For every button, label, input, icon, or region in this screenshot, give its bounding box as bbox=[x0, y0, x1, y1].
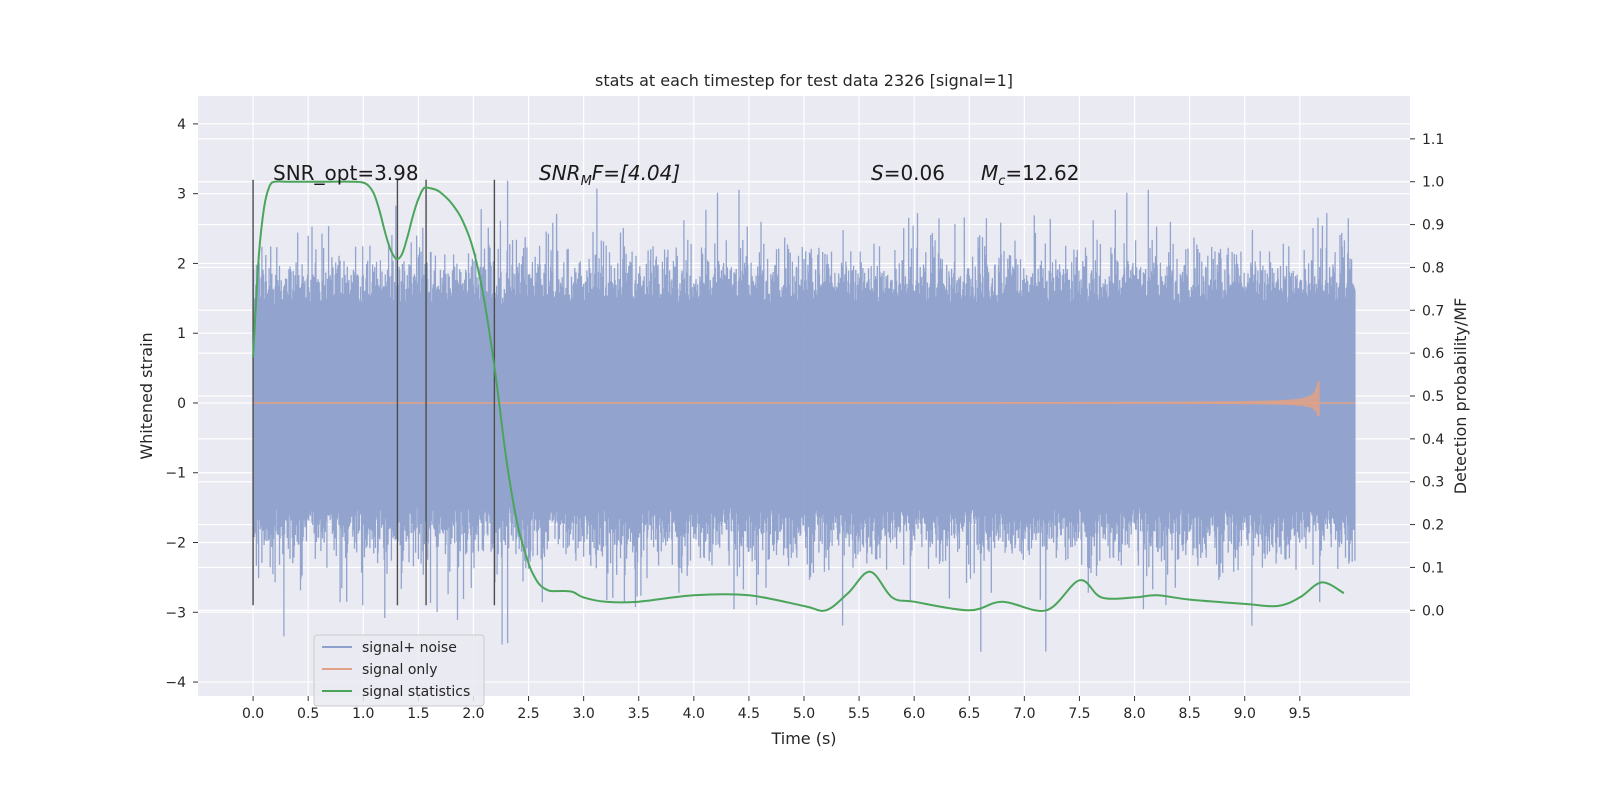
y-tick-label-left: 3 bbox=[177, 187, 186, 203]
x-tick-label: 3.5 bbox=[628, 706, 650, 722]
chart-title: stats at each timestep for test data 232… bbox=[595, 71, 1013, 90]
y-tick-label-right: 0.5 bbox=[1422, 389, 1444, 405]
x-tick-label: 6.0 bbox=[903, 706, 925, 722]
y-tick-label-left: −4 bbox=[165, 675, 186, 691]
annotation-snr-mf-rest: F=[4.04] bbox=[592, 161, 680, 185]
x-tick-label: 2.5 bbox=[517, 706, 539, 722]
y-tick-label-right: 0.0 bbox=[1422, 603, 1444, 619]
y-tick-label-right: 0.7 bbox=[1422, 303, 1444, 319]
x-tick-label: 2.0 bbox=[462, 706, 484, 722]
y-tick-label-left: 1 bbox=[177, 326, 186, 342]
annotation-snr-mf-sub: M bbox=[581, 174, 592, 189]
x-tick-label: 7.0 bbox=[1013, 706, 1035, 722]
legend-box bbox=[313, 634, 485, 707]
x-tick-label: 1.5 bbox=[407, 706, 429, 722]
x-tick-label: 1.0 bbox=[352, 706, 374, 722]
annotation-s-value: =0.06 bbox=[884, 161, 945, 185]
left-axis-ticks: 4 3 2 1 0 −1 −2 −3 −4 bbox=[165, 117, 198, 691]
x-tick-label: 4.0 bbox=[683, 706, 705, 722]
annotation-mc-label: M bbox=[981, 161, 998, 185]
annotation-s-label: S bbox=[871, 161, 884, 185]
annotation-mc: Mc=12.62 bbox=[981, 161, 1079, 189]
x-axis-ticks: 0.0 0.5 1.0 1.5 2.0 2.5 3.0 3.5 4.0 4.5 5.0 5.5 6.0 6… bbox=[242, 696, 1311, 722]
legend-stats-label: signal statistics bbox=[362, 684, 470, 700]
y-tick-label-left: 4 bbox=[177, 117, 186, 133]
annotation-mc-value: =12.62 bbox=[1005, 161, 1079, 185]
y-tick-label-right: 0.3 bbox=[1422, 475, 1444, 491]
vertical-markers bbox=[252, 179, 496, 606]
annotation-snr-mf: SNRMF=[4.04] bbox=[539, 161, 680, 189]
right-axis-ticks: 1.1 1.0 0.9 0.8 0.7 0.6 0.5 0.4 0.3 0.2 0.1 0.0 bbox=[1410, 132, 1444, 619]
legend-signal-label: signal only bbox=[362, 662, 437, 678]
y-tick-label-left: −2 bbox=[165, 536, 186, 552]
x-tick-label: 6.5 bbox=[958, 706, 980, 722]
y-tick-label-right: 0.6 bbox=[1422, 346, 1444, 362]
y-axis-label-right: Detection probability/MF bbox=[1451, 298, 1470, 495]
y-tick-label-right: 0.9 bbox=[1422, 218, 1444, 234]
x-tick-label: 8.0 bbox=[1123, 706, 1145, 722]
annotation-snr-opt: SNR_opt=3.98 bbox=[273, 161, 419, 185]
x-tick-label: 5.0 bbox=[793, 706, 815, 722]
y-tick-label-right: 0.4 bbox=[1422, 432, 1444, 448]
x-axis-label: Time (s) bbox=[770, 729, 836, 748]
signal-only-series bbox=[253, 348, 1355, 437]
x-tick-label: 3.0 bbox=[573, 706, 595, 722]
y-tick-label-right: 0.1 bbox=[1422, 560, 1444, 576]
x-tick-label: 8.5 bbox=[1179, 706, 1201, 722]
annotation-s: S=0.06 bbox=[871, 161, 945, 185]
x-tick-label: 5.5 bbox=[848, 706, 870, 722]
y-tick-label-right: 1.1 bbox=[1422, 132, 1444, 148]
y-tick-label-right: 0.2 bbox=[1422, 518, 1444, 534]
y-axis-label-left: Whitened strain bbox=[137, 332, 156, 459]
y-tick-label-left: −3 bbox=[165, 605, 186, 621]
legend-noise-label: signal+ noise bbox=[362, 640, 457, 656]
y-tick-label-left: 0 bbox=[177, 396, 186, 412]
x-tick-label: 9.5 bbox=[1289, 706, 1311, 722]
y-tick-label-left: 2 bbox=[177, 256, 186, 272]
x-tick-label: 7.5 bbox=[1068, 706, 1090, 722]
y-tick-label-right: 0.8 bbox=[1422, 260, 1444, 276]
x-tick-label: 0.0 bbox=[242, 706, 264, 722]
annotation-mc-sub: c bbox=[998, 174, 1005, 189]
y-tick-label-left: −1 bbox=[165, 466, 186, 482]
x-tick-label: 4.5 bbox=[738, 706, 760, 722]
y-tick-label-right: 1.0 bbox=[1422, 175, 1444, 191]
x-tick-label: 0.5 bbox=[297, 706, 319, 722]
signal-statistics-series bbox=[252, 180, 1345, 612]
annotation-snr-mf-base: SNR bbox=[539, 161, 581, 185]
x-tick-label: 9.0 bbox=[1234, 706, 1256, 722]
signal-statistics-line bbox=[252, 180, 1345, 612]
legend: signal+ noise signal only signal statist… bbox=[313, 634, 485, 707]
